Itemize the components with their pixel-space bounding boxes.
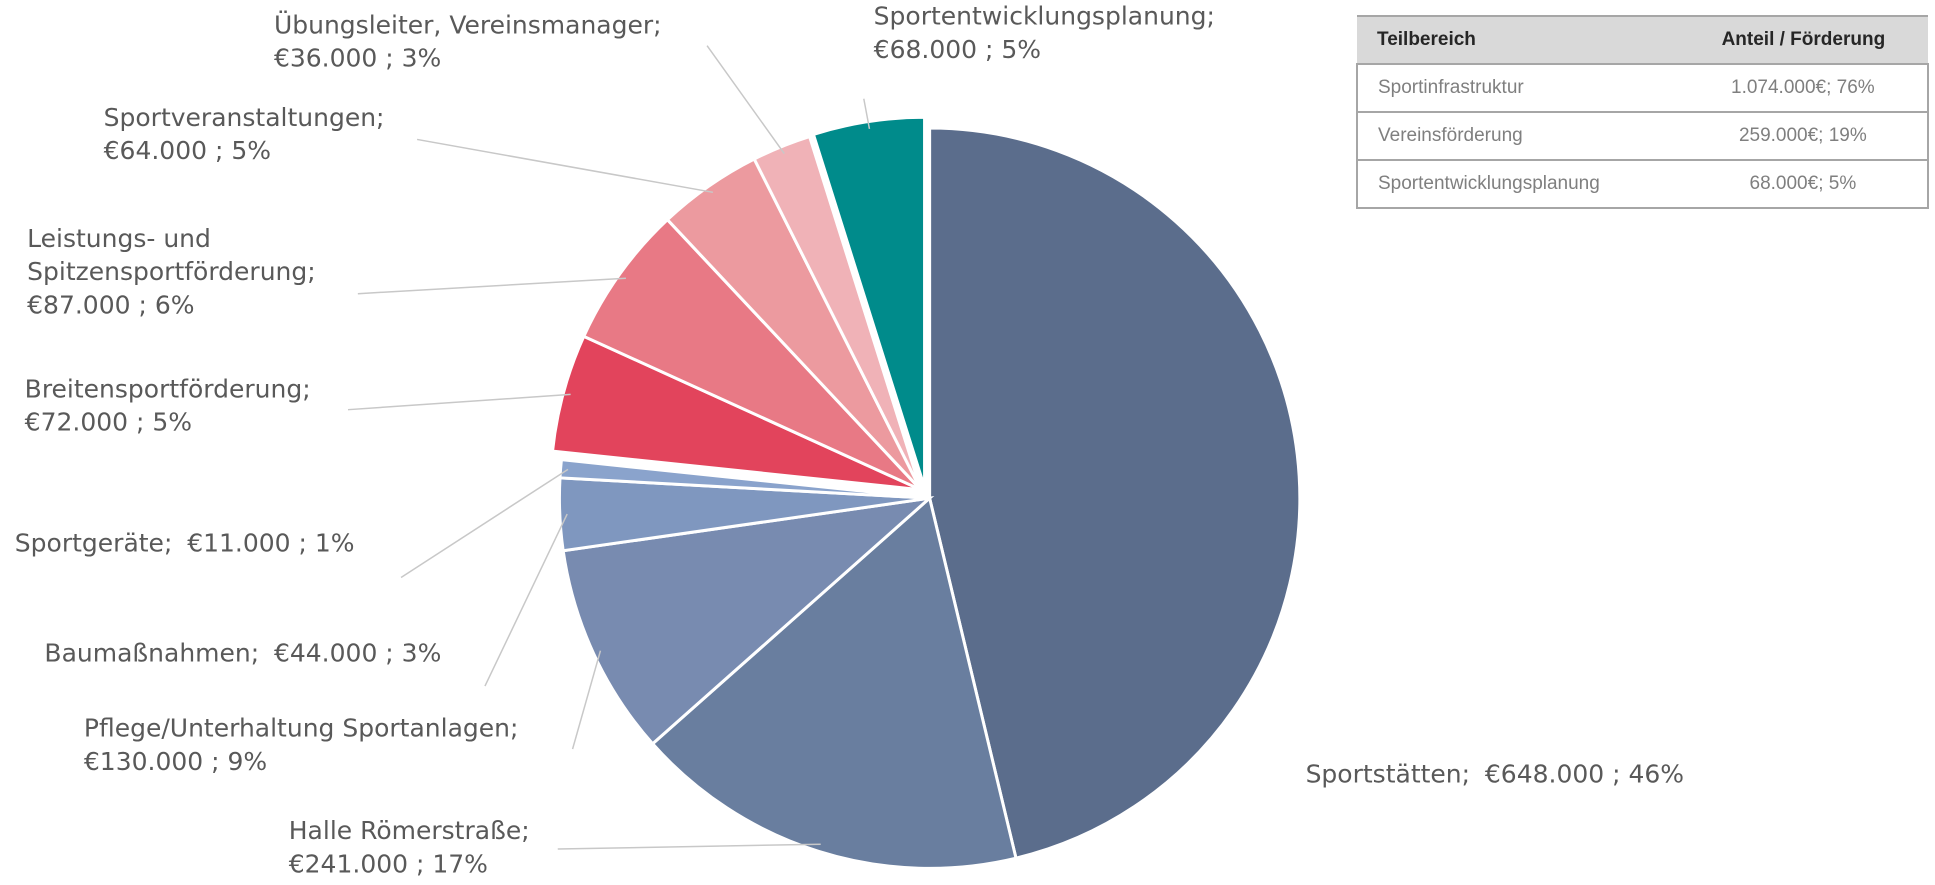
summary-table: Teilbereich Anteil / Förderung Sportinfra… (1356, 15, 1930, 209)
data-label: Baumaßnahmen; €44.000 ; 3% (44, 638, 441, 667)
cell: Sportinfrastruktur (1356, 63, 1679, 113)
value-label: €72.000 ; 5% (25, 408, 192, 437)
cell: Sportentwicklungsplanung (1356, 159, 1679, 209)
value-label: €11.000 ; 1% (187, 529, 354, 558)
data-label: Sportstätten; €648.000 ; 46% (1306, 759, 1684, 788)
value-label: €648.000 ; 46% (1485, 759, 1684, 788)
leader-line (571, 650, 602, 750)
table-row: Sportentwicklungsplanung 68.000€; 5% (1356, 159, 1930, 209)
data-label: Sportveranstaltungen; €64.000 ; 5% (104, 103, 385, 165)
category-label: Pflege/Unterhaltung Sportanlagen; (84, 714, 519, 743)
data-label: Halle Römerstraße; €241.000 ; 17% (289, 816, 530, 878)
table-row: Vereinsförderung 259.000€; 19% (1356, 111, 1930, 161)
data-label: Pflege/Unterhaltung Sportanlagen; €130.00… (84, 714, 519, 776)
leader-line (863, 98, 871, 130)
cell: Vereinsförderung (1356, 111, 1679, 161)
data-label: Leistungs- und Spitzensportförderung; €87… (27, 224, 316, 320)
leader-line (706, 45, 785, 154)
category-label: Breitensportförderung; (25, 374, 311, 403)
leader-line (357, 277, 626, 295)
pie-slice (928, 126, 1302, 860)
leader-line (347, 393, 571, 411)
pie-slice (650, 495, 1018, 870)
category-label: Halle Römerstraße; (289, 816, 530, 845)
pie-slice (581, 217, 922, 492)
pie-slice (752, 134, 923, 491)
category-label: Baumaßnahmen; (44, 638, 259, 667)
table-row: Sportinfrastruktur 1.074.000€; 76% (1356, 63, 1930, 113)
value-label: €36.000 ; 3% (274, 44, 441, 73)
category-label: Sportveranstaltungen; (104, 103, 385, 132)
value-label: €130.000 ; 9% (84, 747, 267, 776)
leader-line (400, 468, 569, 579)
leader-line (416, 138, 714, 194)
value-label: €87.000 ; 6% (27, 290, 194, 319)
category-label: Sportstätten; (1306, 759, 1471, 788)
category-label: Leistungs- und Spitzensportförderung; (27, 224, 316, 286)
value-label: €44.000 ; 3% (274, 638, 441, 667)
cell: 68.000€; 5% (1678, 159, 1930, 209)
table-header: Teilbereich Anteil / Förderung (1357, 15, 1928, 65)
data-label: Sportgeräte; €11.000 ; 1% (15, 529, 355, 558)
category-label: Sportentwicklungsplanung; (874, 2, 1215, 31)
leader-line (484, 513, 568, 687)
cell: 1.074.000€; 76% (1678, 63, 1930, 113)
cell: 259.000€; 19% (1678, 111, 1930, 161)
value-label: €68.000 ; 5% (874, 35, 1041, 64)
value-label: €241.000 ; 17% (289, 849, 488, 878)
header-cell: Anteil / Förderung (1678, 15, 1928, 65)
value-label: €64.000 ; 5% (104, 136, 271, 165)
data-label: Übungsleiter, Vereinsmanager; €36.000 ; 3… (274, 10, 662, 72)
header-cell: Teilbereich (1357, 15, 1679, 65)
leader-line (557, 843, 821, 850)
pie-slice (561, 495, 935, 746)
data-label: Sportentwicklungsplanung; €68.000 ; 5% (874, 2, 1215, 64)
data-label: Breitensportförderung; €72.000 ; 5% (25, 374, 311, 436)
category-label: Sportgeräte; (15, 529, 173, 558)
category-label: Übungsleiter, Vereinsmanager; (274, 10, 662, 39)
pie-slice (558, 458, 930, 500)
